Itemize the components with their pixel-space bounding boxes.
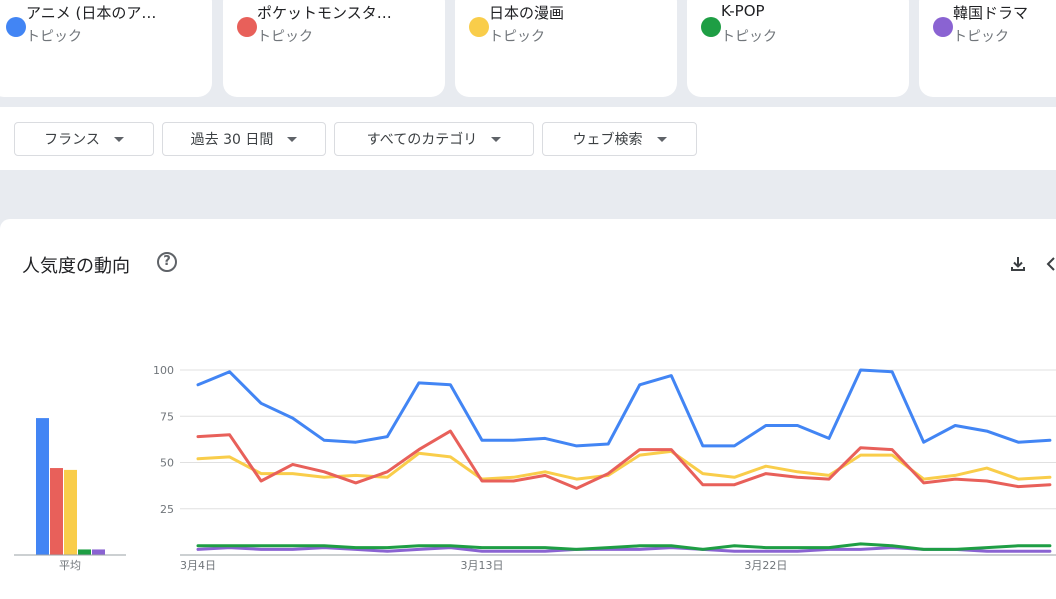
period-filter[interactable]: 過去 30 日間 [162, 122, 326, 156]
topic-subtitle: トピック [953, 29, 1009, 45]
topic-title: 日本の漫画 [489, 4, 565, 22]
topic-color-dot [469, 17, 489, 37]
y-tick-label: 100 [153, 364, 174, 377]
topic-title: アニメ (日本のア… [26, 4, 157, 22]
topic-card-3[interactable]: 日本の漫画 トピック [455, 0, 677, 97]
caret-down-icon [656, 136, 667, 142]
category-filter-label: すべてのカテゴリ [366, 132, 478, 148]
caret-down-icon [287, 136, 298, 142]
average-bar [50, 468, 63, 555]
topic-color-dot [6, 17, 26, 37]
y-tick-label: 50 [160, 457, 174, 470]
topic-card-2[interactable]: ポケットモンスタ… トピック [223, 0, 445, 97]
y-tick-label: 25 [160, 503, 174, 516]
series-line-1 [196, 368, 1052, 448]
topic-color-dot [237, 17, 257, 37]
filter-bar: フランス 過去 30 日間 すべてのカテゴリ ウェブ検索 [0, 107, 1056, 170]
series-line-2 [196, 429, 1052, 490]
average-bar [36, 418, 49, 555]
trend-chart: 25 50 75 100 3月4日 3月13日 3月22日 平均 [14, 364, 1056, 572]
caret-down-icon [113, 136, 124, 142]
share-icon[interactable] [1044, 255, 1056, 273]
search-type-filter[interactable]: ウェブ検索 [542, 122, 697, 156]
help-circle-icon[interactable]: ? [157, 252, 177, 272]
topic-card-5[interactable]: 韓国ドラマ トピック [919, 0, 1056, 97]
x-tick-label: 3月13日 [460, 559, 503, 572]
search-type-filter-label: ウェブ検索 [572, 132, 643, 148]
category-filter[interactable]: すべてのカテゴリ [334, 122, 534, 156]
download-icon[interactable] [1008, 254, 1028, 274]
period-filter-label: 過去 30 日間 [190, 132, 274, 148]
topic-subtitle: トピック [257, 29, 313, 45]
x-tick-label: 3月22日 [744, 559, 787, 572]
interest-over-time-panel: 人気度の動向 ? 25 50 75 100 3月4日 3月13日 3月22日 平均 [0, 219, 1056, 599]
caret-down-icon [491, 136, 502, 142]
topic-color-dot [701, 17, 721, 37]
topic-title: K-POP [721, 2, 765, 20]
average-bar [78, 549, 91, 555]
topic-subtitle: トピック [26, 29, 82, 45]
topic-color-dot [933, 17, 953, 37]
topic-card-4[interactable]: K-POP トピック [687, 0, 909, 97]
region-filter[interactable]: フランス [14, 122, 154, 156]
series-line-3 [196, 449, 1052, 481]
topic-card-1[interactable]: アニメ (日本のア… トピック [0, 0, 212, 97]
panel-title: 人気度の動向 [22, 256, 130, 277]
average-bar [64, 469, 77, 555]
topic-title: 韓国ドラマ [953, 4, 1029, 22]
average-label: 平均 [59, 559, 81, 572]
y-tick-label: 75 [160, 410, 174, 423]
topic-cards: アニメ (日本のア… トピック ポケットモンスタ… トピック 日本の漫画 トピッ… [0, 0, 1056, 107]
topic-title: ポケットモンスタ… [257, 4, 392, 22]
x-tick-label: 3月4日 [180, 559, 216, 572]
topic-subtitle: トピック [489, 29, 545, 45]
series-line-4 [196, 542, 1052, 551]
topic-subtitle: トピック [721, 29, 777, 45]
region-filter-label: フランス [44, 132, 100, 148]
average-bar [92, 549, 105, 555]
